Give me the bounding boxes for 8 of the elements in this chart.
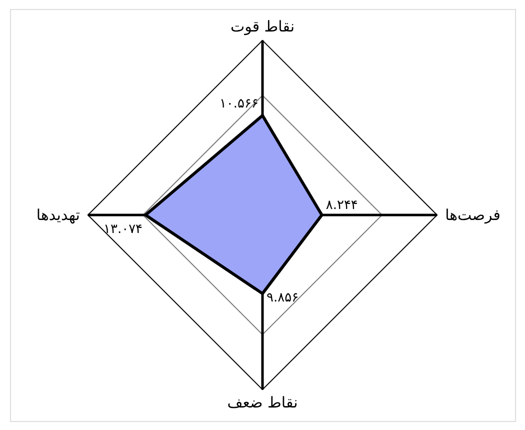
text: ۸.۲۴۴ <box>326 198 358 213</box>
spoke-label: نقاط قوت <box>230 17 295 36</box>
text: ۹.۸۵۶ <box>266 290 299 306</box>
spoke-label: فرصت‌ها <box>445 206 500 224</box>
text: ۱۳.۰۷۴ <box>103 222 143 237</box>
text: ۱۰.۵۶۶ <box>219 96 258 112</box>
spoke-label: نقاط ضعف <box>227 394 298 412</box>
spoke-label: تهدیدها <box>36 206 80 224</box>
